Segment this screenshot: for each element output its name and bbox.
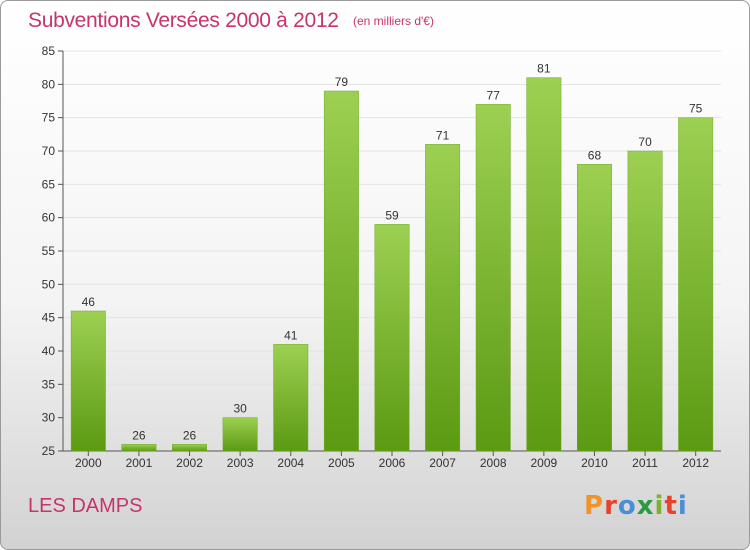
x-tick-label: 2003 — [227, 456, 254, 470]
x-tick-label: 2002 — [176, 456, 203, 470]
bar — [577, 164, 612, 452]
proxiti-logo: Proxiti — [584, 491, 688, 521]
bar — [172, 444, 207, 452]
bar — [222, 417, 258, 452]
bar — [627, 150, 663, 452]
logo-letter: i — [654, 491, 665, 521]
x-tick-label: 2010 — [581, 456, 608, 470]
logo-letter: t — [664, 491, 678, 521]
x-tick-label: 2000 — [75, 456, 102, 470]
data-label: 26 — [183, 428, 197, 442]
y-tick-label: 40 — [42, 344, 56, 358]
data-label: 41 — [284, 328, 298, 342]
y-tick-label: 80 — [42, 77, 56, 91]
data-label: 68 — [588, 148, 602, 162]
x-tick-label: 2012 — [682, 456, 709, 470]
y-tick-label: 65 — [42, 177, 56, 191]
logo-letter: x — [636, 491, 655, 521]
labels: 46 2000 26 2001 26 2002 30 2003 41 2004 79 2005 59 20… — [75, 62, 709, 470]
x-tick-label: 2008 — [480, 456, 507, 470]
y-tick-label: 70 — [42, 144, 56, 158]
y-tick-label: 55 — [42, 244, 56, 258]
y-tick-label: 85 — [42, 44, 56, 58]
bar — [273, 344, 309, 452]
x-tick-label: 2006 — [379, 456, 406, 470]
bar — [121, 444, 157, 452]
data-label: 59 — [385, 208, 399, 222]
data-label: 81 — [537, 62, 551, 76]
logo-letter: P — [584, 491, 605, 521]
bar — [374, 224, 410, 452]
y-tick-label: 60 — [42, 211, 56, 225]
bar — [475, 104, 511, 452]
y-tick-label: 50 — [42, 277, 56, 291]
bar — [425, 144, 461, 452]
logo-letter: r — [604, 491, 618, 521]
x-tick-label: 2009 — [530, 456, 557, 470]
x-tick-label: 2007 — [429, 456, 456, 470]
commune-name: LES DAMPS — [28, 495, 143, 517]
data-label: 79 — [335, 75, 349, 89]
data-label: 71 — [436, 128, 450, 142]
data-label: 46 — [82, 295, 96, 309]
data-label: 77 — [487, 88, 501, 102]
x-tick-label: 2004 — [277, 456, 304, 470]
bar — [678, 117, 714, 452]
y-tick-label: 45 — [42, 311, 56, 325]
logo-letter: o — [617, 491, 637, 521]
bars — [70, 77, 714, 452]
logo-letter: i — [677, 491, 688, 521]
bar — [70, 310, 106, 452]
y-tick-label: 30 — [42, 411, 56, 425]
bar — [323, 90, 359, 452]
data-label: 26 — [132, 428, 146, 442]
chart-unit: (en milliers d'€) — [353, 14, 434, 28]
y-tick-label: 25 — [42, 444, 56, 458]
x-tick-label: 2011 — [632, 456, 658, 470]
x-tick-label: 2005 — [328, 456, 355, 470]
data-label: 70 — [638, 135, 652, 149]
x-tick-label: 2001 — [126, 456, 153, 470]
chart-title: Subventions Versées 2000 à 2012 — [28, 9, 339, 32]
bar — [526, 77, 562, 452]
data-label: 75 — [689, 102, 703, 116]
data-label: 30 — [233, 402, 247, 416]
y-tick-label: 75 — [42, 111, 56, 125]
y-tick-label: 35 — [42, 377, 56, 391]
